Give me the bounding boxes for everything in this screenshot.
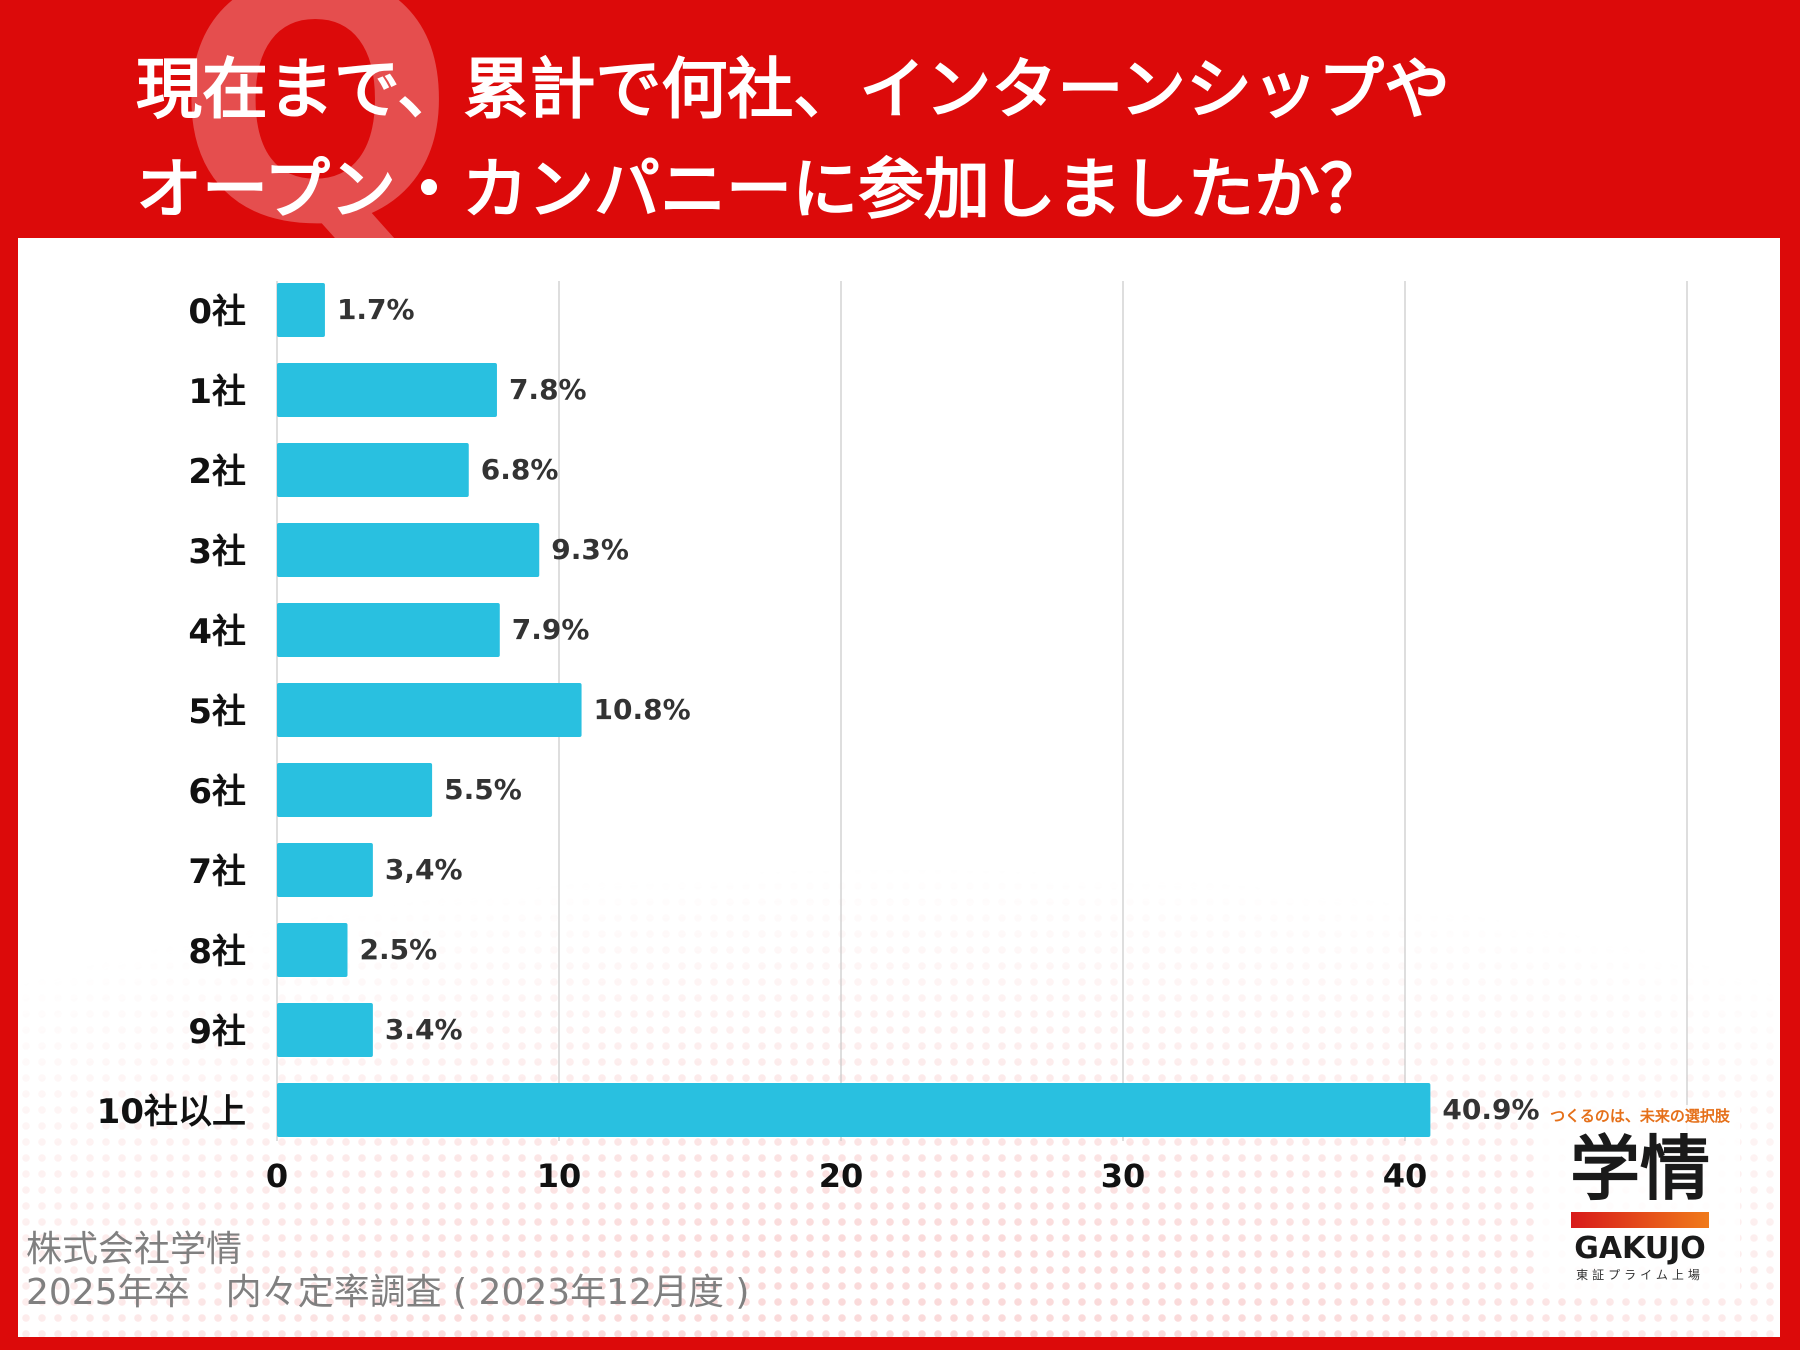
category-label: 9社: [188, 1012, 246, 1052]
x-tick-label: 0: [266, 1157, 288, 1195]
bar: [277, 1003, 373, 1057]
x-tick-label: 30: [1101, 1157, 1146, 1195]
category-label: 2社: [188, 452, 246, 492]
value-label: 5.5%: [444, 773, 522, 806]
x-tick-label: 20: [819, 1157, 864, 1195]
category-label: 8社: [188, 932, 246, 972]
logo-tagline: つくるのは、未来の選択肢: [1550, 1107, 1730, 1125]
bar: [277, 443, 469, 497]
bar: [277, 1083, 1431, 1137]
x-tick-label: 40: [1383, 1157, 1428, 1195]
category-label: 4社: [188, 612, 246, 652]
q-watermark: Q: [175, 0, 456, 297]
value-label: 10.8%: [594, 693, 691, 726]
bar: [277, 363, 497, 417]
category-label: 10社以上: [97, 1092, 246, 1132]
value-label: 3.4%: [385, 1013, 463, 1046]
x-tick-label: 10: [537, 1157, 582, 1195]
bar: [277, 283, 325, 337]
survey-name: 2025年卒 内々定率調査 ( 2023年12月度 ): [26, 1272, 750, 1313]
category-label: 6社: [188, 772, 246, 812]
source-note: 株式会社学情 2025年卒 内々定率調査 ( 2023年12月度 ): [26, 1228, 749, 1314]
category-label: 7社: [188, 852, 246, 892]
category-label: 3社: [188, 532, 246, 572]
value-label: 1.7%: [337, 293, 415, 326]
logo-gradient-bar: [1571, 1212, 1709, 1228]
company-name: 株式会社学情: [26, 1229, 243, 1270]
category-label: 0社: [188, 292, 246, 332]
bar: [277, 523, 540, 577]
chart-panel: 0社 1.7% 1社 7.8% 2社 6.8% 3社 9.3% 4社 7.9% 5社 10.8% 6社 5…: [18, 238, 1780, 1337]
bar: [277, 763, 433, 817]
bar: [277, 843, 373, 897]
value-label: 2.5%: [360, 933, 438, 966]
page-title: 現在まで、累計で何社、インターンシップや オープン・カンパニーに参加しましたか？: [136, 40, 1636, 240]
logo-brand: 学情: [1570, 1128, 1710, 1210]
value-label: 40.9%: [1442, 1093, 1539, 1126]
value-label: 6.8%: [481, 453, 559, 486]
bar: [277, 603, 500, 657]
bar: [277, 923, 348, 977]
title-line-1: 現在まで、累計で何社、インターンシップや: [136, 51, 1451, 128]
category-label: 5社: [188, 692, 246, 732]
category-label: 1社: [188, 372, 246, 412]
title-line-2: オープン・カンパニーに参加しましたか？: [136, 151, 1387, 228]
gakujo-logo: つくるのは、未来の選択肢 学情 GAKUJO 東証プライム上場: [1540, 1105, 1740, 1290]
bar-chart: 0社 1.7% 1社 7.8% 2社 6.8% 3社 9.3% 4社 7.9% 5社 10.8% 6社 5…: [97, 281, 1688, 1195]
value-label: 7.8%: [509, 373, 587, 406]
logo-listing: 東証プライム上場: [1576, 1268, 1704, 1282]
value-label: 9.3%: [551, 533, 629, 566]
value-label: 3,4%: [385, 853, 463, 886]
bar: [277, 683, 582, 737]
logo-brand-en: GAKUJO: [1574, 1231, 1706, 1266]
value-label: 7.9%: [512, 613, 590, 646]
